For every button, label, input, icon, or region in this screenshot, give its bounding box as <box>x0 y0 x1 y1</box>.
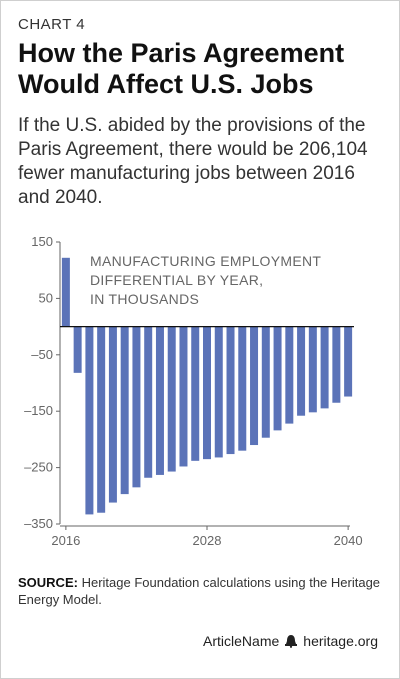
liberty-bell-icon <box>285 635 298 648</box>
x-tick-label: 2028 <box>193 533 222 548</box>
bar-2017 <box>73 326 82 373</box>
source-label: SOURCE: <box>18 575 78 590</box>
bar-2040 <box>344 326 353 397</box>
bar-2034 <box>273 326 282 431</box>
bar-2023 <box>144 326 153 478</box>
bar-2036 <box>297 326 306 416</box>
chart-annotation-line: MANUFACTURING EMPLOYMENT <box>90 253 321 269</box>
bar-2018 <box>85 326 94 515</box>
chart-title: How the Paris Agreement Would Affect U.S… <box>18 38 345 99</box>
bar-2019 <box>97 326 106 513</box>
bar-2016 <box>61 257 70 327</box>
bar-2039 <box>332 326 341 403</box>
footer-site: heritage.org <box>303 633 378 649</box>
bar-2030 <box>226 326 235 455</box>
y-tick-label: –50 <box>31 347 53 362</box>
source-note: SOURCE: Heritage Foundation calculations… <box>18 574 388 608</box>
x-tick-label: 2016 <box>51 533 80 548</box>
bar-chart: 150 50 –50 –150 –250 –350 2016 2028 2040 MANUFACT… <box>24 234 363 548</box>
y-tick-label: 50 <box>39 290 53 305</box>
bar-2028 <box>203 326 211 460</box>
chart-annotation-line: IN THOUSANDS <box>90 291 199 307</box>
bar-2020 <box>108 326 117 503</box>
bar-2032 <box>250 326 259 446</box>
bar-2025 <box>167 326 176 472</box>
bar-2038 <box>320 326 329 409</box>
source-text: Heritage Foundation calculations using t… <box>18 575 381 607</box>
bar-2031 <box>238 326 247 451</box>
bar-2037 <box>308 326 317 413</box>
chart-subtitle: If the U.S. abided by the provisions of … <box>18 115 368 208</box>
chart-kicker: CHART 4 <box>18 16 86 33</box>
x-tick-label: 2040 <box>334 533 363 548</box>
bar-2024 <box>155 326 164 475</box>
chart-annotation-line: DIFFERENTIAL BY YEAR, <box>90 272 263 288</box>
bar-2022 <box>132 326 141 488</box>
footer: ArticleName heritage.org <box>203 633 378 649</box>
bar-2027 <box>191 326 200 461</box>
y-tick-label: 150 <box>31 234 53 249</box>
bar-2035 <box>285 326 294 424</box>
y-tick-label: –150 <box>24 403 53 418</box>
y-tick-label: –250 <box>24 460 53 475</box>
bar-2026 <box>179 326 188 467</box>
bar-2021 <box>120 326 129 495</box>
footer-article-name: ArticleName <box>203 633 280 649</box>
y-tick-label: –350 <box>24 516 53 531</box>
bar-2029 <box>214 326 223 458</box>
bar-2033 <box>261 326 270 438</box>
